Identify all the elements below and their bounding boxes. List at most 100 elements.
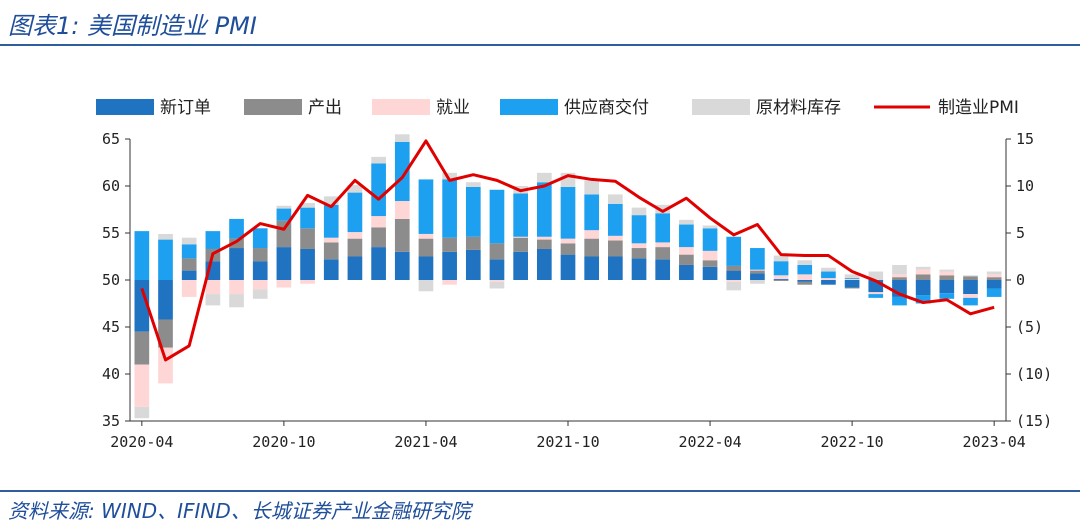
bar-segment-1-2021-02 [371, 247, 386, 280]
bar-segment-1-2021-12 [608, 256, 623, 280]
bar-segment-5-2021-11 [584, 180, 600, 195]
bar-segment-1-2021-06 [465, 249, 481, 280]
bar-segment-2-2020-11 [300, 228, 315, 249]
bar-segment-4-2021-06 [465, 186, 481, 237]
bar-segment-3-2022-02 [655, 242, 671, 248]
bar-segment-2-2021-03 [394, 218, 410, 252]
bar-segment-3-2020-09 [252, 280, 268, 290]
bar-segment-3-2020-12 [323, 237, 339, 243]
left-axis-tick-label: 40 [102, 365, 120, 383]
bar-segment-3-2021-11 [584, 230, 600, 239]
bar-segment-4-2020-06 [181, 244, 197, 259]
bar-segment-2-2021-08 [513, 237, 528, 252]
legend-label-1: 新订单 [160, 98, 211, 118]
legend-label-3: 就业 [436, 98, 470, 118]
bar-segment-5-2023-02 [939, 269, 955, 272]
bar-segment-1-2021-01 [347, 256, 363, 280]
bar-segment-2-2022-02 [655, 247, 671, 260]
bar-segment-1-2021-03 [394, 251, 410, 280]
bar-segment-3-2022-01 [631, 243, 647, 249]
bar-segment-5-2020-12 [323, 196, 339, 205]
x-axis-tick-label: 2021-04 [394, 433, 457, 451]
bar-segment-3-2020-06 [181, 280, 197, 297]
bar-segment-2-2021-09 [536, 239, 552, 249]
bar-segment-5-2020-08 [229, 294, 244, 308]
legend-label-5: 原材料库存 [756, 98, 841, 118]
bar-segment-4-2022-11 [868, 294, 884, 298]
bar-segment-1-2020-12 [323, 259, 339, 280]
bar-segment-2-2021-02 [371, 227, 386, 248]
bar-segment-4-2021-03 [394, 141, 410, 202]
left-axis-tick-label: 50 [102, 271, 120, 289]
bar-segment-1-2020-09 [252, 261, 268, 280]
bar-segment-3-2021-12 [608, 235, 623, 241]
bar-segment-5-2020-05 [158, 233, 173, 240]
bar-segment-5-2022-03 [679, 219, 694, 225]
bar-segment-3-2022-10 [844, 279, 860, 280]
bar-segment-5-2023-04 [986, 271, 1002, 275]
pmi-line [140, 139, 995, 362]
bar-segment-2-2021-12 [608, 240, 623, 257]
bar-segment-5-2022-02 [655, 204, 671, 214]
bar-segment-5-2023-01 [915, 266, 931, 270]
bar-segment-1-2022-10 [844, 280, 860, 288]
bar-segment-5-2022-06 [750, 280, 765, 284]
bar-segment-1-2021-11 [584, 256, 600, 280]
bar-segment-5-2022-09 [821, 267, 836, 272]
bar-segment-2-2022-01 [631, 248, 647, 259]
bar-segment-4-2021-07 [489, 189, 505, 244]
bar-segment-4-2020-08 [229, 218, 244, 239]
bar-segment-1-2020-05 [158, 280, 173, 320]
bar-segment-4-2022-04 [702, 228, 718, 251]
bar-segment-4-2023-01 [915, 295, 931, 304]
legend-label-6: 制造业PMI [938, 98, 1019, 118]
bar-segment-5-2023-03 [963, 275, 978, 277]
bar-segment-4-2021-08 [513, 193, 528, 237]
bar-segment-5-2021-04 [418, 280, 434, 292]
bar-segment-1-2020-04 [134, 280, 150, 332]
x-axis-tick-label: 2021-10 [536, 433, 599, 451]
bar-segment-4-2022-08 [797, 264, 813, 275]
bar-segment-5-2020-10 [276, 205, 292, 209]
bar-segment-1-2023-04 [986, 280, 1002, 289]
bar-segment-3-2021-05 [442, 280, 457, 285]
bar-segment-4-2021-04 [418, 179, 434, 234]
bar-segment-1-2020-11 [300, 248, 315, 280]
bar-segment-5-2020-06 [181, 237, 197, 245]
bar-segment-5-2021-03 [394, 134, 410, 142]
bar-segment-1-2021-04 [418, 256, 434, 280]
bar-segment-3-2022-07 [773, 275, 789, 280]
bar-segment-5-2021-07 [489, 281, 505, 289]
bar-segment-4-2020-10 [276, 208, 292, 221]
right-axis-tick-label: 5 [1016, 224, 1025, 242]
bar-segment-4-2021-05 [442, 179, 457, 238]
bar-segment-2-2021-07 [489, 243, 505, 260]
bar-segment-4-2022-12 [892, 296, 907, 306]
bar-segment-1-2021-08 [513, 251, 528, 280]
bar-segment-1-2021-10 [560, 254, 576, 280]
bar-segment-2-2023-01 [915, 274, 931, 280]
bar-segment-4-2022-05 [726, 236, 742, 266]
bar-segment-2-2021-05 [442, 237, 457, 252]
bar-segment-4-2022-06 [750, 248, 765, 270]
bar-segment-3-2022-03 [679, 247, 694, 255]
bar-segment-3-2023-02 [939, 271, 955, 276]
left-axis-tick-label: 35 [102, 412, 120, 430]
bar-segment-2-2020-09 [252, 248, 268, 262]
legend: 新订单 产出 就业 供应商交付 原材料库存 制造业PMI [96, 98, 1019, 118]
bar-segment-1-2023-03 [963, 280, 978, 295]
bar-segment-1-2021-05 [442, 251, 457, 280]
bar-segment-4-2021-02 [371, 163, 386, 217]
legend-label-4: 供应商交付 [564, 98, 649, 118]
bar-segment-1-2022-06 [750, 273, 765, 280]
bar-segment-5-2022-07 [773, 255, 789, 262]
legend-label-2: 产出 [308, 98, 342, 118]
bar-segment-1-2020-10 [276, 247, 292, 280]
source-note: 资料来源: WIND、IFIND、长城证券产业金融研究院 [8, 499, 471, 523]
left-axis-tick-label: 45 [102, 318, 120, 336]
bar-segment-1-2022-05 [726, 270, 742, 280]
page-title: 图表1: 美国制造业 PMI [8, 12, 257, 40]
bar-segment-2-2021-10 [560, 243, 576, 255]
bar-segment-3-2022-06 [750, 269, 765, 271]
bar-segment-5-2020-11 [300, 202, 315, 208]
